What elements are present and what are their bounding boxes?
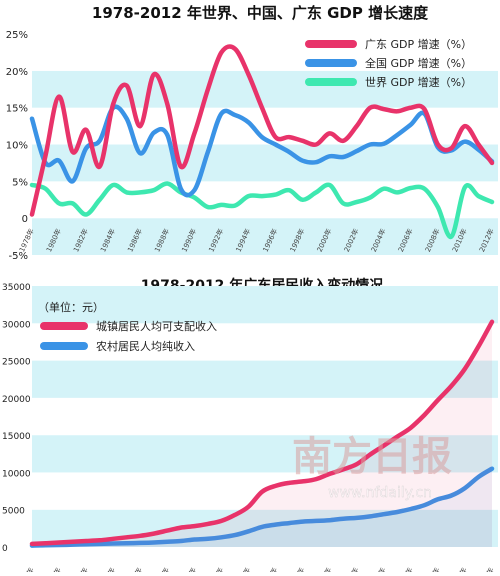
x-tick-label: 1982年 xyxy=(71,566,90,572)
y-tick-label: 20% xyxy=(6,67,28,78)
y-tick-label: 25% xyxy=(6,30,28,41)
gdp-chart-title: 1978-2012 年世界、中国、广东 GDP 增长速度 xyxy=(92,4,429,22)
x-tick-label: 1984年 xyxy=(98,566,117,572)
x-tick-label: 2010年 xyxy=(450,566,469,572)
x-tick-label: 2006年 xyxy=(396,566,415,572)
y-tick-label: 0 xyxy=(22,214,28,225)
y-tick-label: 35000 xyxy=(2,283,31,293)
x-tick-label: 1978年 xyxy=(17,566,36,572)
legend-label: 世界 GDP 增速（%） xyxy=(365,75,472,89)
gdp-chart-legend: 广东 GDP 增速（%） 全国 GDP 增速（%） 世界 GDP 增速（%） xyxy=(305,37,472,89)
legend-swatch xyxy=(305,40,357,48)
x-tick-label: 1992年 xyxy=(207,566,226,572)
legend-label: 城镇居民人均可支配收入 xyxy=(96,319,217,333)
x-tick-label: 1986年 xyxy=(125,566,144,572)
income-chart: 1978-2012 年广东居民收入变动情况 350003000025000200… xyxy=(2,277,498,572)
watermark-logo: 南方日报 xyxy=(292,434,452,480)
x-tick-label: 1994年 xyxy=(234,566,253,572)
x-tick-label: 1998年 xyxy=(288,566,307,572)
y-tick-label: 5000 xyxy=(2,507,25,517)
watermark-site: www.nfdaily.cn xyxy=(328,485,432,501)
gdp-growth-chart: 1978-2012 年世界、中国、广东 GDP 增长速度 25% 20% 15% 10… xyxy=(6,4,498,262)
grid-band xyxy=(32,361,498,398)
y-tick-label: 10000 xyxy=(2,469,31,479)
x-tick-label: 2004年 xyxy=(369,566,388,572)
legend-label: 农村居民人均纯收入 xyxy=(96,339,195,353)
y-tick-label: 10% xyxy=(6,141,28,152)
y-tick-label: 20000 xyxy=(2,395,31,405)
x-tick-label: 1980年 xyxy=(44,566,63,572)
x-tick-label: 2000年 xyxy=(315,566,334,572)
x-tick-label: 2012年 xyxy=(477,566,496,572)
x-tick-label: 1988年 xyxy=(152,566,171,572)
y-tick-label: 25000 xyxy=(2,358,31,368)
y-tick-label: 5% xyxy=(12,177,28,188)
legend-label: 广东 GDP 增速（%） xyxy=(365,37,472,51)
x-tick-label: 2002年 xyxy=(342,566,361,572)
y-tick-label: 30000 xyxy=(2,320,31,330)
income-chart-y-axis: 35000 30000 25000 20000 15000 10000 5000 0 xyxy=(2,283,31,554)
legend-swatch xyxy=(40,342,88,350)
x-tick-label: 2008年 xyxy=(423,566,442,572)
y-tick-label: 15000 xyxy=(2,432,31,442)
income-chart-unit-label: （单位：元） xyxy=(38,300,104,314)
legend-label: 全国 GDP 增速（%） xyxy=(365,56,472,70)
y-tick-label: 15% xyxy=(6,104,28,115)
gdp-chart-y-axis: 25%20%15%10%5%0-5% xyxy=(6,30,28,262)
income-chart-x-axis: 1978年 1980年 1982年 1984年 1986年 1988年 1990年 1992年… xyxy=(17,566,496,572)
legend-swatch xyxy=(305,78,357,86)
y-tick-label: 0 xyxy=(2,544,8,554)
legend-swatch xyxy=(40,322,88,330)
x-tick-label: 1990年 xyxy=(180,566,199,572)
x-tick-label: 1996年 xyxy=(261,566,280,572)
legend-swatch xyxy=(305,59,357,67)
